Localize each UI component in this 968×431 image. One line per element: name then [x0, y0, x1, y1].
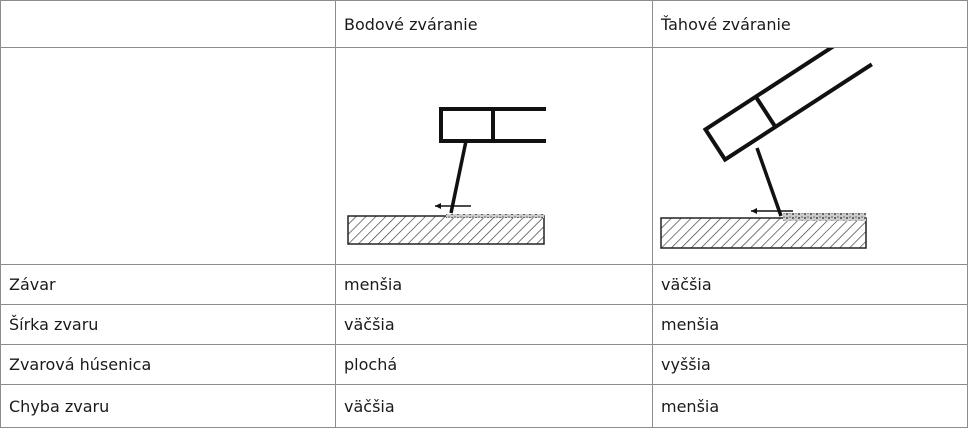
- data-row: Zvarová húsenica plochá vyššia: [0, 344, 968, 385]
- cell: väčšia: [335, 384, 653, 428]
- data-row: Šírka zvaru väčšia menšia: [0, 304, 968, 345]
- image-cell: [652, 47, 968, 265]
- empty-cell: [0, 47, 336, 265]
- row-label: Zvarová húsenica: [0, 344, 336, 385]
- row-label: Šírka zvaru: [0, 304, 336, 345]
- spot-welding-diagram: [347, 107, 546, 245]
- cell: menšia: [652, 384, 968, 428]
- empty-cell: [0, 0, 336, 48]
- cell: väčšia: [652, 264, 968, 305]
- cell: menšia: [652, 304, 968, 345]
- cell: väčšia: [335, 304, 653, 345]
- cell: menšia: [335, 264, 653, 305]
- image-cell: [335, 47, 653, 265]
- header-cell: Bodové zváranie: [335, 0, 653, 48]
- data-row: Závar menšia väčšia: [0, 264, 968, 305]
- row-label: Chyba zvaru: [0, 384, 336, 428]
- image-row: [0, 47, 968, 265]
- row-label: Závar: [0, 264, 336, 305]
- header-row: Bodové zváranie Ťahové zváranie: [0, 0, 968, 48]
- data-row: Chyba zvaru väčšia menšia: [0, 384, 968, 428]
- cell: vyššia: [652, 344, 968, 385]
- cell: plochá: [335, 344, 653, 385]
- drag-welding-diagram: [660, 48, 873, 249]
- header-cell: Ťahové zváranie: [652, 0, 968, 48]
